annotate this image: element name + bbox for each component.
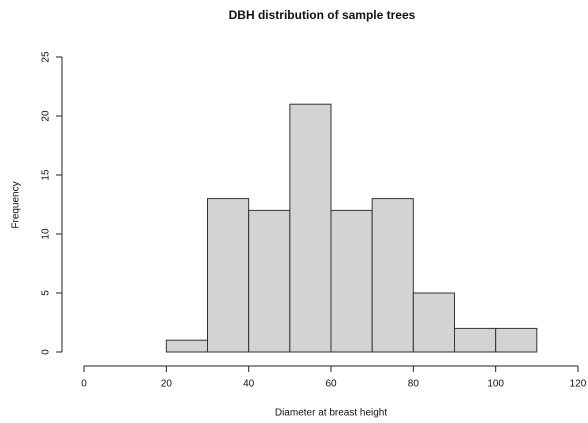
y-tick-label: 15 <box>41 169 52 181</box>
y-tick-label: 0 <box>41 349 52 355</box>
x-tick-label: 100 <box>487 379 504 390</box>
bar <box>248 209 291 353</box>
x-tick-label: 120 <box>570 379 587 390</box>
x-tick-label: 80 <box>408 379 420 390</box>
chart-title: DBH distribution of sample trees <box>229 8 416 22</box>
bar <box>207 198 250 353</box>
bar <box>495 327 538 353</box>
x-tick-label: 40 <box>243 379 255 390</box>
y-axis-label: Frequency <box>11 181 22 228</box>
x-tick-label: 60 <box>325 379 337 390</box>
x-tick-label: 0 <box>81 379 87 390</box>
bar <box>371 198 414 353</box>
y-tick-label: 10 <box>41 228 52 240</box>
x-axis-label: Diameter at breast height <box>275 408 388 419</box>
bar <box>330 209 373 353</box>
x-tick-label: 20 <box>161 379 173 390</box>
bar <box>165 339 208 353</box>
y-tick-label: 5 <box>41 290 52 296</box>
bar <box>289 103 332 353</box>
y-tick-label: 25 <box>41 51 52 63</box>
y-tick-label: 20 <box>41 110 52 122</box>
bar <box>412 292 456 353</box>
bar <box>454 327 497 353</box>
